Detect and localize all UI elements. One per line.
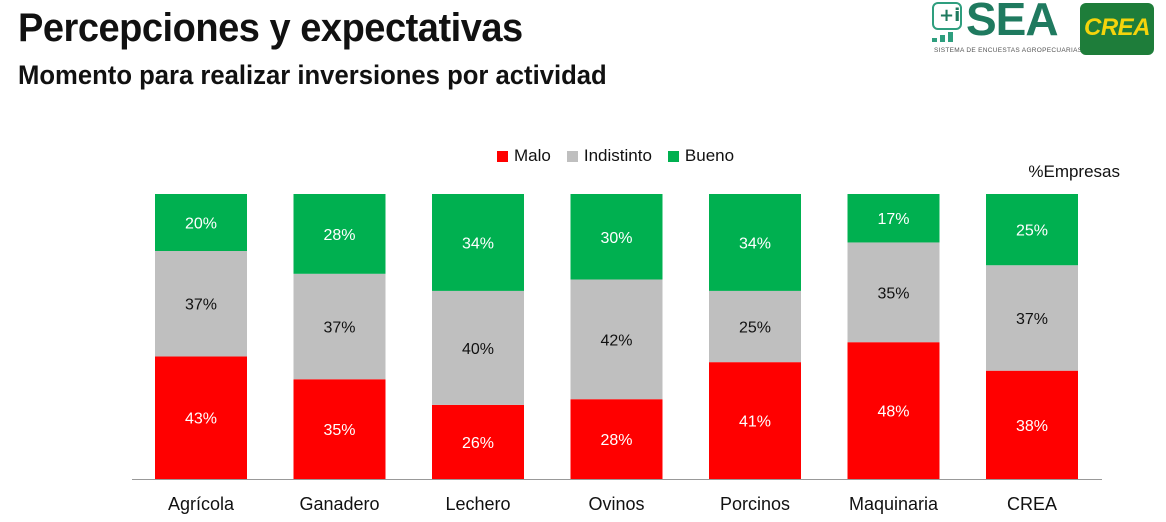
data-label-ganadero-bueno: 28% xyxy=(323,227,355,244)
bar-maquinaria-bueno xyxy=(847,194,940,243)
legend-item-indistinto: Indistinto xyxy=(566,146,652,166)
data-label-ovinos-bueno: 30% xyxy=(600,230,632,247)
data-label-maquinaria-bueno: 17% xyxy=(877,211,909,228)
bar-agricola-indistinto xyxy=(155,251,247,357)
category-label-ovinos: Ovinos xyxy=(588,494,644,514)
page-subtitle: Momento para realizar inversiones por ac… xyxy=(18,60,607,90)
legend-label-malo: Malo xyxy=(514,146,551,165)
bar-maquinaria-malo xyxy=(847,342,940,479)
bar-crea-bueno xyxy=(986,194,1078,266)
bar-lechero-bueno xyxy=(432,194,524,291)
category-label-lechero: Lechero xyxy=(445,494,510,514)
legend-item-malo: Malo xyxy=(497,146,551,166)
bar-ovinos-malo xyxy=(570,399,663,479)
bar-porcinos-indistinto xyxy=(709,290,801,363)
chart-legend: Malo Indistinto Bueno xyxy=(497,146,750,166)
category-label-porcinos: Porcinos xyxy=(720,494,790,514)
legend-item-bueno: Bueno xyxy=(667,146,735,166)
category-label-maquinaria: Maquinaria xyxy=(849,494,939,514)
data-label-ganadero-malo: 35% xyxy=(323,422,355,439)
bar-crea-indistinto xyxy=(986,265,1078,371)
legend-label-bueno: Bueno xyxy=(684,146,735,165)
unit-label: %Empresas xyxy=(1028,162,1120,181)
data-label-crea-indistinto: 37% xyxy=(1016,311,1048,328)
legend-label-indistinto: Indistinto xyxy=(583,146,652,165)
data-label-porcinos-bueno: 34% xyxy=(739,235,771,252)
data-label-porcinos-malo: 41% xyxy=(739,414,771,431)
data-label-agricola-malo: 43% xyxy=(185,411,217,428)
bar-porcinos-malo xyxy=(709,362,801,479)
bar-maquinaria-indistinto xyxy=(847,242,940,343)
data-label-porcinos-indistinto: 25% xyxy=(739,320,771,337)
category-label-ganadero: Ganadero xyxy=(299,494,379,514)
bar-ovinos-bueno xyxy=(570,194,663,280)
data-label-agricola-bueno: 20% xyxy=(185,216,217,233)
data-label-crea-bueno: 25% xyxy=(1016,223,1048,240)
data-label-ovinos-malo: 28% xyxy=(600,432,632,449)
bar-ganadero-bueno xyxy=(293,194,386,274)
bar-lechero-indistinto xyxy=(432,290,524,405)
legend-swatch-indistinto xyxy=(566,150,578,162)
bar-ganadero-malo xyxy=(293,379,386,479)
data-label-agricola-indistinto: 37% xyxy=(185,297,217,314)
sea-logo: +i SEA SISTEMA DE ENCUESTAS AGROPECUARIA… xyxy=(930,0,1082,58)
data-label-lechero-malo: 26% xyxy=(462,435,494,452)
bar-agricola-bueno xyxy=(155,194,247,251)
bar-agricola-malo xyxy=(155,356,247,479)
data-label-ganadero-indistinto: 37% xyxy=(323,320,355,337)
bar-porcinos-bueno xyxy=(709,194,801,291)
legend-swatch-bueno xyxy=(667,150,679,162)
bar-chart-icon xyxy=(932,32,962,42)
data-label-ovinos-indistinto: 42% xyxy=(600,332,632,349)
crea-logo: CREA xyxy=(1080,3,1154,55)
info-icon: +i xyxy=(932,2,962,30)
category-label-crea: CREA xyxy=(1007,494,1057,514)
bar-lechero-malo xyxy=(432,404,524,479)
category-label-agricola: Agrícola xyxy=(168,494,235,514)
data-label-maquinaria-indistinto: 35% xyxy=(877,285,909,302)
legend-swatch-malo xyxy=(497,150,508,162)
bar-ovinos-indistinto xyxy=(570,279,663,400)
sea-logo-text: SEA xyxy=(966,0,1059,45)
sea-logo-subtitle: SISTEMA DE ENCUESTAS AGROPECUARIAS xyxy=(934,47,1083,54)
bar-ganadero-indistinto xyxy=(293,273,386,380)
data-label-lechero-bueno: 34% xyxy=(462,235,494,252)
page-title: Percepciones y expectativas xyxy=(18,6,523,50)
data-label-crea-malo: 38% xyxy=(1016,418,1048,435)
crea-logo-text: CREA xyxy=(1083,14,1151,41)
bar-crea-malo xyxy=(986,370,1078,479)
data-label-maquinaria-malo: 48% xyxy=(877,404,909,421)
data-label-lechero-indistinto: 40% xyxy=(462,341,494,358)
